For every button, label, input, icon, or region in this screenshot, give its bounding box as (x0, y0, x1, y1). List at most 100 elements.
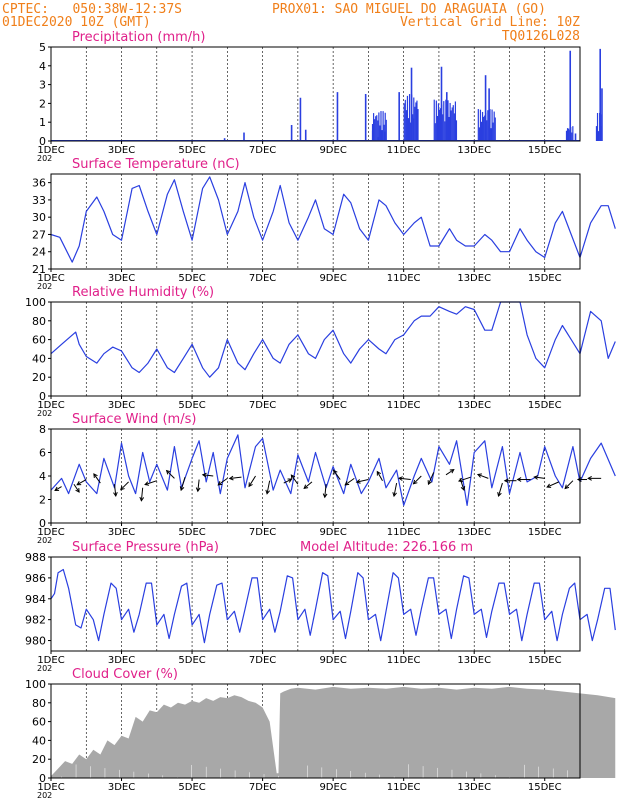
wind-xtick-label: 3DEC (108, 527, 135, 538)
temp-xtick-label: 9DEC (319, 273, 346, 284)
precip-bar (385, 119, 387, 141)
temp-ytick-label: 27 (32, 228, 46, 241)
wind-arrow (179, 477, 186, 492)
precip-bar (299, 97, 302, 141)
wind-ytick-label: 8 (39, 423, 46, 436)
cloud-ytick-label: 20 (32, 753, 46, 766)
precip-bar (381, 130, 383, 141)
temp-xtick-label: 15DEC (528, 273, 562, 284)
precip-bar (479, 109, 482, 141)
precip-bar (407, 118, 410, 141)
precip-bar (415, 102, 417, 141)
cloud-ytick-label: 60 (32, 716, 46, 729)
temp-xtick-label: 5DEC (178, 273, 205, 284)
precip-ytick-label: 4 (39, 60, 46, 73)
temp-frame (50, 173, 581, 270)
rh-ytick-label: 40 (32, 352, 46, 365)
wind-arrow (376, 470, 383, 481)
press-xtick-label: 13DEC (457, 655, 491, 666)
wind-arrow (497, 482, 503, 498)
precip-xtick-label: 11DEC (387, 145, 421, 156)
press-xtick-label: 7DEC (249, 655, 276, 666)
wind-arrow (283, 478, 293, 484)
precip-xtick-label: 3DEC (108, 145, 135, 156)
temp-ytick-label: 30 (32, 211, 46, 224)
precip-bar (243, 132, 245, 141)
precip-bar (405, 110, 407, 141)
wind-arrow (290, 474, 299, 485)
precip-bar (565, 130, 568, 141)
precip-bar (491, 109, 493, 141)
precip-bar (410, 67, 413, 141)
precip-bar (372, 113, 375, 141)
rh-xtick-label: 7DEC (249, 400, 276, 411)
cloud-xaxis-year-fragment: 202 (37, 791, 52, 800)
cloud-plot: 0 20 40 60 80 100 1DEC 3DEC 5DEC 7DEC 9DEC 11DEC 13D… (25, 678, 616, 800)
press-xtick-label: 1DEC (37, 655, 64, 666)
wind-xtick-label: 1DEC (37, 527, 64, 538)
precip-bar (489, 109, 491, 141)
precip-bar (445, 99, 447, 141)
precip-bar (403, 103, 405, 141)
wind-arrow (201, 472, 214, 478)
wind-arrow (503, 478, 517, 484)
precip-bar (568, 128, 570, 141)
press-xtick-label: 3DEC (108, 655, 135, 666)
wind-arrow (397, 476, 411, 481)
wind-arrow (217, 477, 228, 486)
cloud-ytick-label: 100 (25, 678, 46, 691)
temp-ytick-label: 36 (32, 177, 46, 190)
precip-bar (439, 108, 442, 141)
cloud-xtick-label: 15DEC (528, 782, 562, 793)
precip-bar (377, 137, 379, 141)
wind-arrow (73, 483, 80, 493)
wind-plot: 0 2 4 6 8 1DEC 3DEC 5DEC 7DEC 9DEC 11DEC 13DEC 15DEC… (37, 423, 616, 545)
wind-arrow (412, 475, 422, 485)
precip-plot: 0 1 2 3 4 5 1DEC 3DEC 5DEC 7DEC 9DEC 11DEC 13DEC 15DE… (37, 41, 603, 163)
wind-arrow (344, 477, 355, 486)
wind-xtick-label: 9DEC (319, 527, 346, 538)
precip-xtick-label: 1DEC (37, 145, 64, 156)
precip-xtick-label: 15DEC (528, 145, 562, 156)
precip-bar (596, 112, 599, 141)
precip-bar (408, 94, 411, 141)
precip-bar (597, 131, 600, 141)
precip-bar (383, 124, 385, 141)
header-grid-line: Vertical Grid Line: 10Z (400, 15, 580, 30)
cloud-xtick-label: 9DEC (319, 782, 346, 793)
precip-bar (488, 88, 490, 141)
header-station-name: PROX01: SAO MIGUEL DO ARAGUAIA (GO) (272, 2, 546, 17)
precip-bar (384, 112, 386, 141)
precip-bar (442, 114, 444, 141)
precip-bar (417, 109, 419, 141)
wind-arrow (303, 481, 313, 490)
header-run-date: 01DEC2020 10Z (GMT) (2, 15, 151, 30)
precip-bar (412, 118, 415, 141)
precip-bar (454, 101, 457, 141)
wind-arrow (587, 475, 602, 481)
precip-bar (440, 66, 443, 141)
wind-ytick-label: 0 (39, 517, 46, 530)
wind-arrow (165, 469, 175, 479)
precip-bar (436, 115, 439, 141)
precip-bar (452, 105, 454, 141)
wind-panel-title: Surface Wind (m/s) (72, 412, 196, 427)
wind-arrow (93, 473, 101, 484)
wind-arrow (516, 477, 531, 482)
wind-arrow (392, 482, 398, 498)
wind-arrow (564, 480, 574, 490)
rh-frame (50, 301, 581, 397)
rh-xtick-label: 11DEC (387, 400, 421, 411)
temp-ytick-label: 21 (32, 263, 46, 276)
cloud-xtick-label: 13DEC (457, 782, 491, 793)
press-xtick-label: 5DEC (178, 655, 205, 666)
precip-bar (336, 92, 339, 141)
precip-bar (223, 138, 226, 141)
rh-ytick-label: 80 (32, 315, 46, 328)
cloud-xtick-label: 5DEC (178, 782, 205, 793)
precip-frame (50, 46, 581, 142)
cloud-xtick-label: 7DEC (249, 782, 276, 793)
precip-bar (448, 116, 450, 141)
precip-bar (371, 130, 374, 141)
precip-bar (382, 111, 384, 141)
